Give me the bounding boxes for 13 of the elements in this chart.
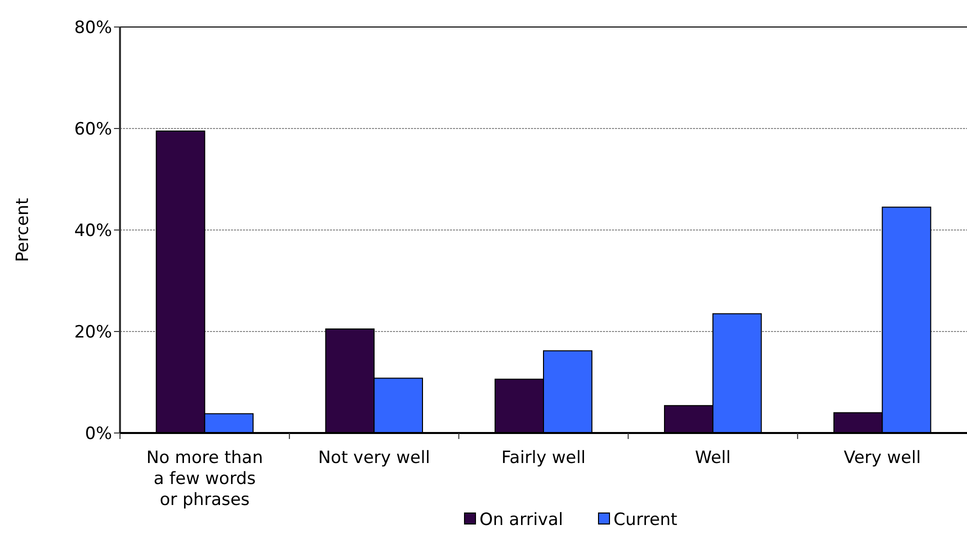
- x-tick-label: No more than a few words or phrases: [146, 448, 263, 510]
- x-tick-label: Not very well: [318, 448, 430, 468]
- x-tick-label: Very well: [844, 448, 921, 468]
- legend-label: Current: [614, 510, 678, 530]
- x-tick-label: Fairly well: [501, 448, 586, 468]
- y-axis-title: Percent: [13, 198, 33, 262]
- y-tick-label: 80%: [74, 18, 112, 38]
- y-tick-label: 20%: [74, 322, 112, 342]
- y-tick-label: 60%: [74, 119, 112, 140]
- y-tick-label: 40%: [74, 220, 112, 241]
- legend-label: On arrival: [480, 510, 564, 530]
- x-tick-label: Well: [695, 448, 731, 468]
- y-tick-label: 0%: [85, 424, 112, 444]
